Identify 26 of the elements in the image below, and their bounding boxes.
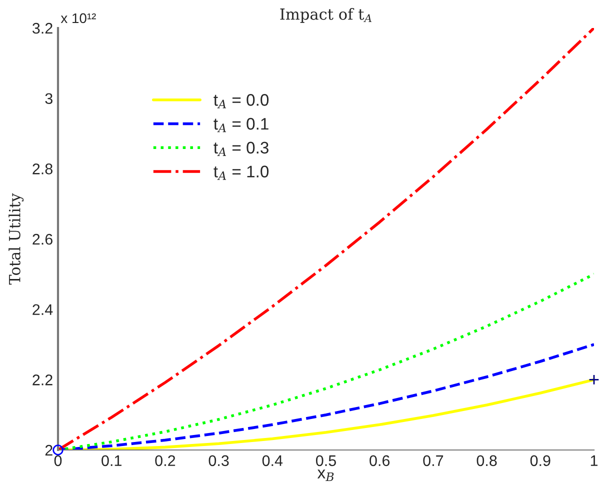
legend-label: t$_{A}$ = 0.0 (214, 94, 269, 108)
legend-label: t$_{A}$ = 0.1 (214, 118, 268, 132)
x-tick-label: 0.8 (476, 455, 497, 466)
text: x 10¹² (60, 13, 96, 24)
x-tick-label: 0 (54, 455, 62, 466)
y-axis-title: Total Utility (8, 193, 24, 285)
y-tick-label: 2.2 (32, 374, 52, 386)
y-tick-label: 3.2 (32, 22, 52, 34)
x-tick-label: 0.1 (102, 455, 122, 466)
y-tick-label: 2.6 (32, 234, 52, 245)
chart-title: Impact of t$_{A}$ (280, 8, 372, 23)
y-tick-label: 3 (45, 93, 52, 104)
x-tick-label: 0.2 (155, 455, 176, 466)
x-tick-label: 0.5 (316, 455, 336, 466)
x-tick-label: 0.4 (262, 455, 283, 466)
y-tick-label: 2.4 (32, 304, 53, 315)
x-tick-label: 0.6 (370, 455, 390, 466)
x-tick-label: 0.9 (530, 455, 550, 466)
legend-label: t$_{A}$ = 0.3 (214, 142, 268, 156)
y-tick-label: 2.8 (32, 164, 52, 174)
x-tick-label: 1 (590, 455, 598, 466)
legend-label: t$_{A}$ = 1.0 (214, 166, 269, 180)
x-axis-title: x$_{B}$ (317, 470, 334, 481)
x-tick-label: 0.3 (208, 455, 229, 466)
x-tick-label: 0.7 (423, 455, 444, 466)
y-tick-label: 2 (45, 444, 52, 456)
